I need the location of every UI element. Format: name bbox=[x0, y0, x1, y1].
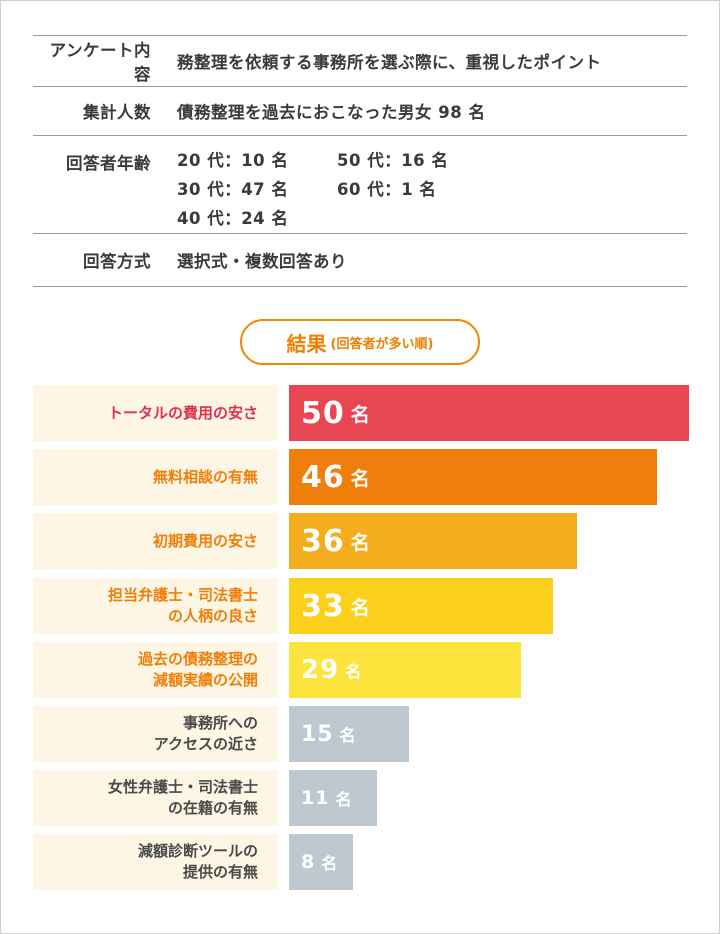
respondent-age-grid: 20 代：10 名 50 代：16 名 30 代：47 名 60 代：1 名 4… bbox=[177, 150, 497, 233]
answer-method-value: 選択式・複数回答あり bbox=[177, 252, 347, 271]
bar bbox=[289, 706, 409, 762]
result-subtitle: (回答者が多い順) bbox=[330, 336, 434, 352]
bar-value-number: 33 bbox=[301, 588, 345, 624]
category-label: 女性弁護士・司法書士 の在籍の有無 bbox=[33, 770, 278, 826]
bar-value-label: 33 名 bbox=[301, 578, 370, 634]
bar-value-label: 36 名 bbox=[301, 513, 370, 569]
age-60s: 60 代：1 名 bbox=[337, 180, 437, 199]
survey-row-ages: 回答者年齢 20 代：10 名 50 代：16 名 30 代：47 名 60 代… bbox=[33, 135, 687, 233]
bar-value-label: 15 名 bbox=[301, 706, 356, 762]
bar bbox=[289, 513, 577, 569]
bar bbox=[289, 578, 553, 634]
survey-row-content: アンケート内容 務整理を依頼する事務所を選ぶ際に、重視したポイント bbox=[33, 35, 687, 86]
respondent-count-label: 集計人数 bbox=[83, 103, 151, 122]
category-label: 減額診断ツールの 提供の有無 bbox=[33, 834, 278, 890]
category-label: 担当弁護士・司法書士 の人柄の良さ bbox=[33, 578, 278, 634]
survey-info-table: アンケート内容 務整理を依頼する事務所を選ぶ際に、重視したポイント 集計人数 債… bbox=[33, 35, 687, 287]
result-title: 結果 bbox=[286, 331, 327, 356]
bar bbox=[289, 770, 377, 826]
answer-method-label: 回答方式 bbox=[83, 252, 151, 271]
age-40s: 40 代：24 名 bbox=[177, 209, 289, 228]
result-header: 結果 (回答者が多い順) bbox=[240, 319, 480, 365]
bar-value-number: 11 bbox=[301, 787, 330, 809]
bar-value-unit: 名 bbox=[350, 596, 370, 619]
bar-value-label: 29 名 bbox=[301, 642, 361, 698]
category-label: 無料相談の有無 bbox=[33, 449, 278, 505]
survey-content-value: 務整理を依頼する事務所を選ぶ際に、重視したポイント bbox=[177, 53, 602, 72]
bar bbox=[289, 834, 353, 890]
bar-value-unit: 名 bbox=[350, 467, 370, 490]
respondent-age-label: 回答者年齢 bbox=[66, 154, 151, 173]
category-label: 過去の債務整理の 減額実績の公開 bbox=[33, 642, 278, 698]
bar-value-unit: 名 bbox=[350, 531, 370, 554]
bar-value-number: 8 bbox=[301, 851, 316, 873]
age-30s: 30 代：47 名 bbox=[177, 180, 289, 199]
survey-row-method: 回答方式 選択式・複数回答あり bbox=[33, 233, 687, 287]
bar bbox=[289, 449, 657, 505]
bar-value-number: 50 bbox=[301, 395, 345, 431]
bar-value-number: 29 bbox=[301, 655, 340, 685]
survey-content-label: アンケート内容 bbox=[49, 41, 151, 84]
bar-value-unit: 名 bbox=[339, 726, 356, 745]
bar-value-label: 46 名 bbox=[301, 449, 370, 505]
category-label: トータルの費用の安さ bbox=[33, 385, 278, 441]
age-50s: 50 代：16 名 bbox=[337, 151, 449, 170]
bar-value-unit: 名 bbox=[335, 790, 352, 809]
bar-value-label: 50 名 bbox=[301, 385, 370, 441]
ranking-bar-chart: トータルの費用の安さ 50 名無料相談の有無 46 名初期費用の安さ 36 名担当弁護士・司… bbox=[33, 385, 693, 895]
bar-value-unit: 名 bbox=[345, 662, 362, 681]
bar-value-number: 15 bbox=[301, 721, 334, 747]
age-20s: 20 代：10 名 bbox=[177, 151, 289, 170]
bar-value-unit: 名 bbox=[321, 854, 338, 873]
bar bbox=[289, 642, 521, 698]
bar bbox=[289, 385, 689, 441]
category-label: 事務所への アクセスの近さ bbox=[33, 706, 278, 762]
bar-value-number: 36 bbox=[301, 523, 345, 559]
bar-value-label: 11 名 bbox=[301, 770, 351, 826]
category-label: 初期費用の安さ bbox=[33, 513, 278, 569]
bar-value-unit: 名 bbox=[350, 403, 370, 426]
survey-row-count: 集計人数 債務整理を過去におこなった男女 98 名 bbox=[33, 86, 687, 135]
bar-value-number: 46 bbox=[301, 459, 345, 495]
respondent-count-value: 債務整理を過去におこなった男女 98 名 bbox=[177, 103, 486, 122]
